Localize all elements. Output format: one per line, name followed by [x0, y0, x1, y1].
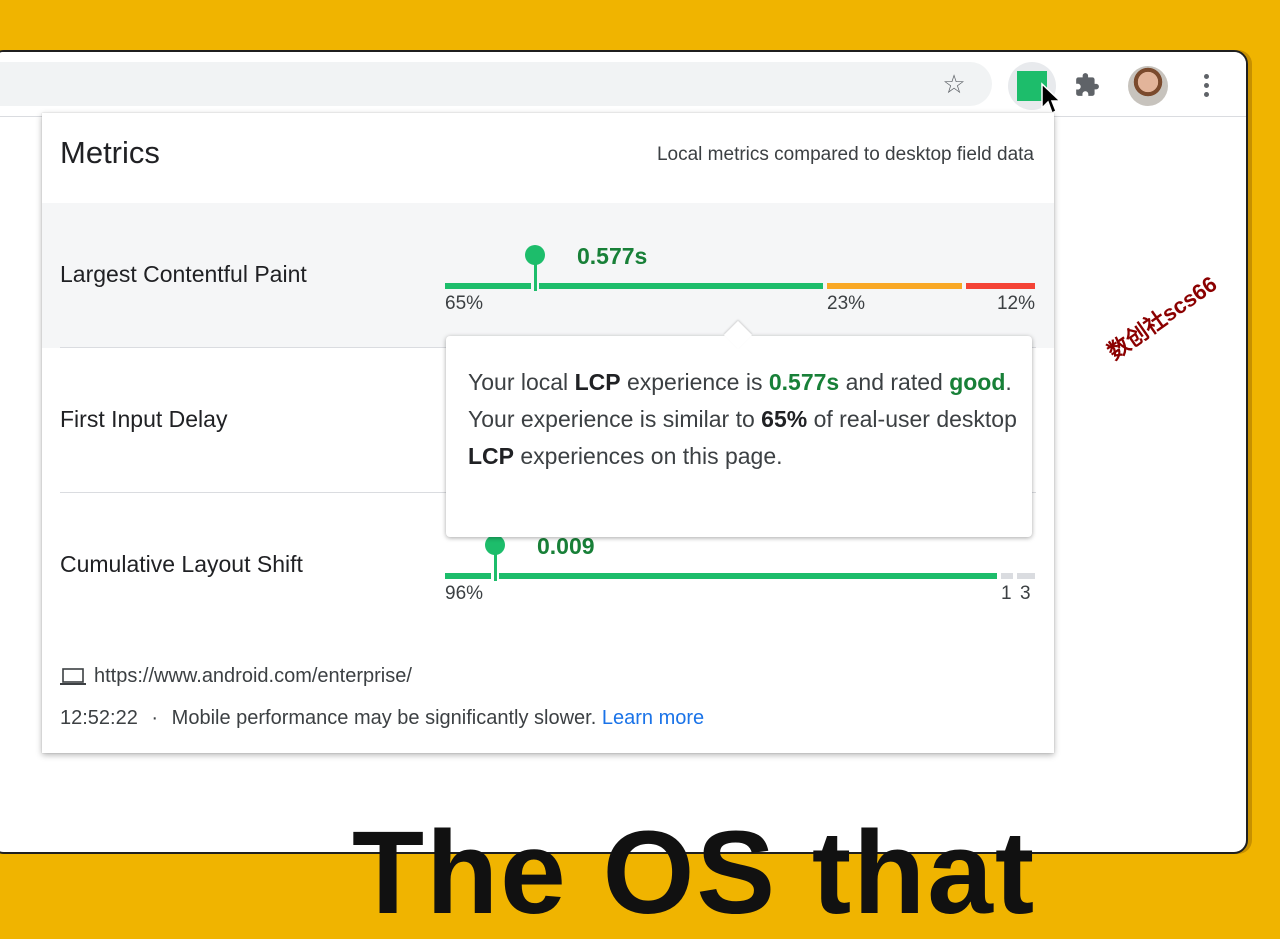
metric-row-cls[interactable]: Cumulative Layout Shift 0.009 96% 1 3 — [42, 493, 1054, 638]
bar-segment-needs-improvement — [1001, 573, 1013, 579]
value-marker — [494, 547, 497, 581]
separator: · — [151, 707, 159, 729]
metric-name: Cumulative Layout Shift — [60, 551, 303, 577]
metrics-popup: Metrics Local metrics compared to deskto… — [42, 113, 1054, 753]
popup-subtitle: Local metrics compared to desktop field … — [656, 144, 1034, 165]
more-vert-icon[interactable] — [1192, 70, 1220, 100]
poor-percent: 3 — [1020, 583, 1031, 604]
bar-segment-good — [445, 573, 491, 579]
page-url: https://www.android.com/enterprise/ — [94, 665, 412, 687]
footer: 12:52:22 · Mobile performance may be sig… — [60, 707, 704, 730]
laptop-icon — [60, 667, 86, 685]
timestamp: 12:52:22 — [60, 707, 138, 729]
bar-segment-good — [499, 573, 997, 579]
value-marker-head — [485, 535, 505, 555]
needs-improvement-percent: 23% — [827, 293, 866, 314]
distribution-bar-lcp[interactable]: 0.577s 65% 23% 12% — [445, 241, 1035, 321]
good-percent: 65% — [445, 293, 484, 314]
metric-row-lcp[interactable]: Largest Contentful Paint 0.577s 65% 23% … — [42, 203, 1054, 348]
metric-value: 0.577s — [577, 243, 648, 269]
browser-toolbar: ☆ — [0, 52, 1246, 117]
footer-message: Mobile performance may be significantly … — [171, 707, 597, 729]
value-marker — [534, 257, 537, 291]
puzzle-icon[interactable] — [1072, 70, 1102, 100]
bar-segment-poor — [1017, 573, 1035, 579]
address-bar[interactable] — [0, 62, 992, 106]
bar-segment-needs-improvement — [827, 283, 962, 289]
star-icon[interactable]: ☆ — [942, 68, 966, 99]
value-marker-head — [525, 245, 545, 265]
metric-name: Largest Contentful Paint — [60, 261, 307, 287]
tooltip-text: Your local LCP experience is 0.577s and … — [468, 369, 1017, 469]
bar-segment-good — [445, 283, 531, 289]
poor-percent: 12% — [996, 293, 1035, 314]
metric-value: 0.009 — [537, 533, 595, 559]
needs-improvement-percent: 1 — [1001, 583, 1012, 604]
url-row: https://www.android.com/enterprise/ — [60, 665, 412, 688]
bar-segment-good — [539, 283, 823, 289]
page-heading-fragment: The OS that — [352, 807, 1037, 939]
learn-more-link[interactable]: Learn more — [601, 707, 705, 729]
metric-name: First Input Delay — [60, 406, 228, 432]
lcp-tooltip: Your local LCP experience is 0.577s and … — [446, 320, 1032, 537]
cursor-icon — [1041, 82, 1062, 115]
avatar[interactable] — [1128, 66, 1168, 106]
good-percent: 96% — [445, 583, 484, 604]
distribution-bar-cls[interactable]: 0.009 96% 1 3 — [445, 531, 1035, 611]
popup-title: Metrics — [60, 135, 160, 170]
bar-segment-poor — [966, 283, 1035, 289]
